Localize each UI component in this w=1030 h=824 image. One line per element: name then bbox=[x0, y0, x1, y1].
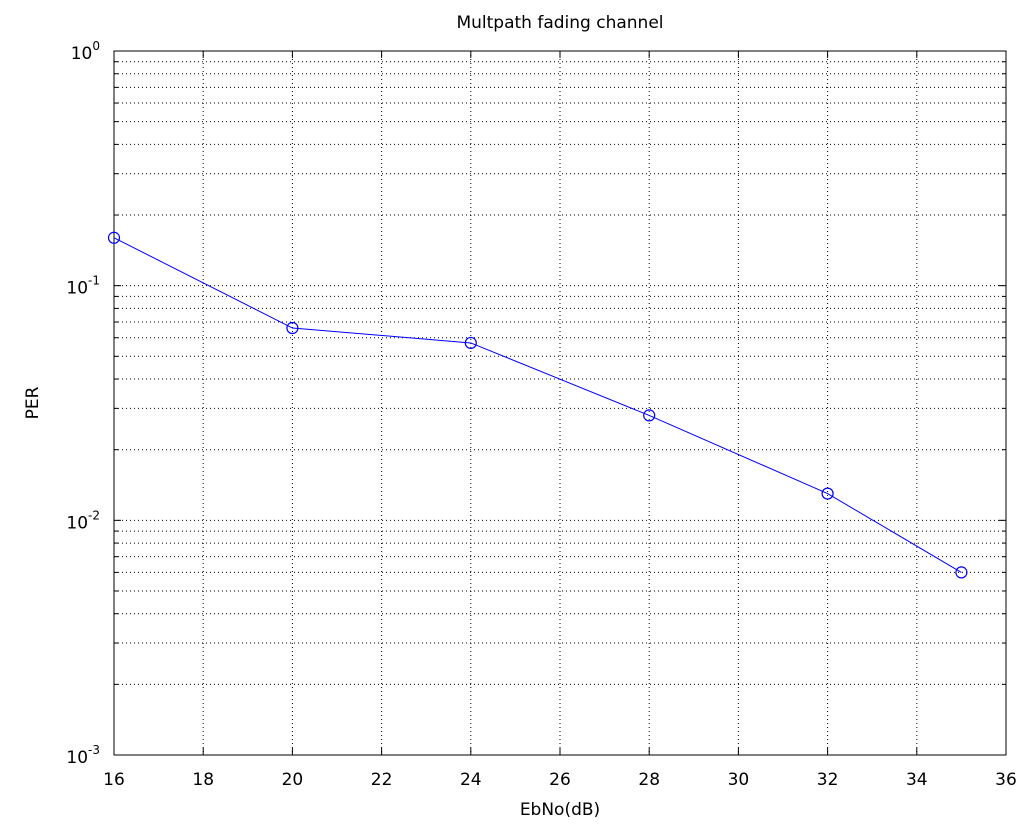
chart-title: Multpath fading channel bbox=[456, 13, 663, 33]
y-tick-label: 10-1 bbox=[66, 274, 100, 299]
x-tick-label: 30 bbox=[728, 770, 750, 790]
data-point bbox=[643, 409, 656, 422]
axis-ticks bbox=[113, 51, 1007, 756]
y-tick-label: 100 bbox=[71, 39, 100, 64]
x-tick-label: 32 bbox=[817, 770, 839, 790]
x-axis-label: EbNo(dB) bbox=[520, 800, 600, 820]
x-tick-labels: 16 18 20 22 24 26 28 30 32 34 36 bbox=[103, 770, 1017, 790]
x-tick-label: 20 bbox=[282, 770, 304, 790]
data-point bbox=[955, 566, 968, 579]
x-tick-label: 16 bbox=[103, 770, 125, 790]
x-tick-label: 26 bbox=[549, 770, 571, 790]
y-axis-label: PER bbox=[23, 386, 43, 419]
y-tick-label: 10-3 bbox=[66, 743, 100, 768]
x-tick-label: 22 bbox=[371, 770, 393, 790]
grid bbox=[114, 51, 1006, 755]
x-tick-label: 28 bbox=[638, 770, 660, 790]
data-point bbox=[464, 336, 477, 350]
series-layer bbox=[107, 231, 968, 579]
data-point bbox=[286, 321, 299, 335]
x-tick-label: 36 bbox=[995, 770, 1017, 790]
data-point bbox=[107, 231, 121, 244]
series-line bbox=[113, 237, 962, 573]
y-tick-label: 10-2 bbox=[66, 508, 100, 533]
x-tick-label: 24 bbox=[460, 770, 482, 790]
x-tick-label: 34 bbox=[906, 770, 928, 790]
x-tick-label: 18 bbox=[192, 770, 214, 790]
data-point bbox=[821, 487, 834, 500]
y-tick-labels: 10-3 10-2 10-1 100 bbox=[66, 39, 100, 768]
